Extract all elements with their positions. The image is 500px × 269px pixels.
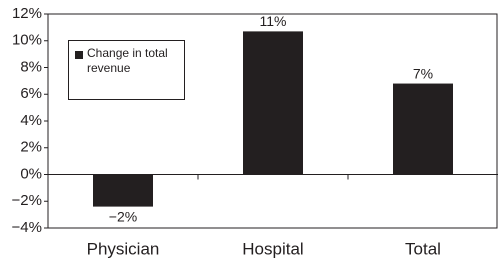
y-tick-label: −4%: [12, 219, 42, 236]
bar: [243, 31, 303, 175]
legend-swatch: [75, 51, 83, 59]
value-label: −2%: [109, 208, 137, 224]
y-tick-label: 8%: [20, 58, 42, 75]
y-tick-label: 4%: [20, 112, 42, 129]
y-tick-label: 10%: [12, 32, 42, 49]
y-tick-label: 6%: [20, 85, 42, 102]
y-tick-label: 2%: [20, 139, 42, 156]
x-tick-label: Total: [405, 239, 441, 258]
y-tick-label: −2%: [12, 192, 42, 209]
x-tick-label: Hospital: [242, 239, 303, 258]
bar: [93, 174, 153, 207]
legend-label: Change in total revenue: [87, 46, 168, 75]
y-tick-label: 12%: [12, 5, 42, 22]
legend: Change in total revenue: [68, 40, 185, 100]
value-label: 7%: [413, 65, 433, 81]
x-tick-label: Physician: [87, 239, 160, 258]
bar: [393, 83, 453, 175]
value-label: 11%: [260, 13, 287, 29]
y-tick-label: 0%: [20, 165, 42, 182]
